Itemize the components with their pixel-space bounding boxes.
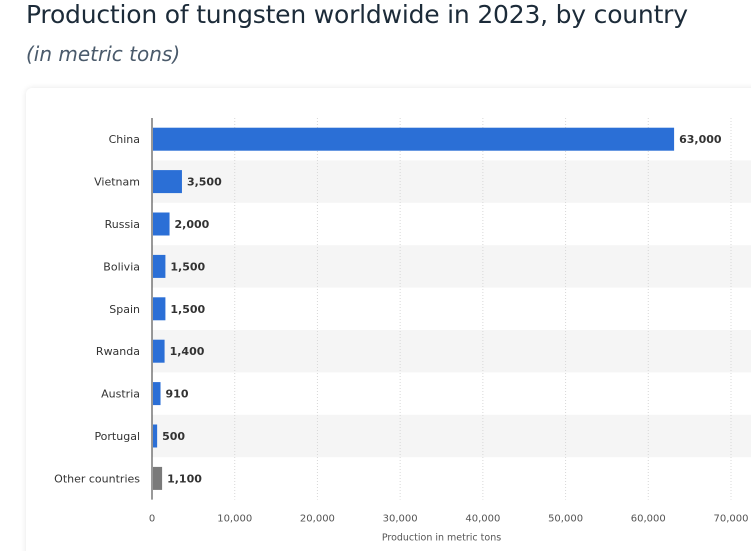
row-stripe bbox=[152, 245, 751, 288]
bar[interactable] bbox=[153, 127, 675, 151]
bar[interactable] bbox=[153, 339, 165, 363]
x-tick-label: 0 bbox=[149, 514, 155, 525]
x-tick-label: 20,000 bbox=[300, 514, 335, 525]
bar[interactable] bbox=[153, 212, 170, 236]
row-stripe bbox=[152, 330, 751, 373]
category-label: Spain bbox=[109, 303, 140, 316]
category-label: Vietnam bbox=[94, 176, 140, 189]
category-label: Russia bbox=[105, 218, 140, 231]
bar[interactable] bbox=[153, 170, 182, 194]
category-label: Austria bbox=[101, 388, 140, 401]
x-tick-label: 40,000 bbox=[465, 514, 500, 525]
data-label: 2,000 bbox=[175, 218, 210, 231]
data-label: 1,100 bbox=[167, 472, 202, 485]
chart-title: Production of tungsten worldwide in 2023… bbox=[26, 0, 688, 29]
bar[interactable] bbox=[153, 382, 161, 406]
bar[interactable] bbox=[153, 424, 158, 448]
data-label: 1,400 bbox=[170, 345, 205, 358]
x-tick-label: 70,000 bbox=[714, 514, 749, 525]
data-label: 910 bbox=[166, 388, 189, 401]
x-axis-title: Production in metric tons bbox=[382, 533, 501, 544]
data-label: 500 bbox=[162, 430, 185, 443]
data-label: 3,500 bbox=[187, 176, 222, 189]
bar[interactable] bbox=[153, 297, 166, 321]
bar[interactable] bbox=[153, 466, 163, 490]
category-label: China bbox=[109, 133, 140, 146]
bar[interactable] bbox=[153, 254, 166, 278]
chart-subtitle: (in metric tons) bbox=[26, 42, 181, 66]
category-label: Portugal bbox=[94, 430, 140, 443]
category-label: Rwanda bbox=[96, 345, 140, 358]
category-label: Bolivia bbox=[103, 260, 140, 273]
data-label: 63,000 bbox=[679, 133, 722, 146]
x-tick-label: 60,000 bbox=[631, 514, 666, 525]
x-tick-label: 50,000 bbox=[548, 514, 583, 525]
data-label: 1,500 bbox=[170, 303, 205, 316]
x-tick-label: 10,000 bbox=[217, 514, 252, 525]
x-tick-label: 30,000 bbox=[383, 514, 418, 525]
category-label: Other countries bbox=[54, 472, 140, 485]
row-stripe bbox=[152, 160, 751, 203]
row-stripe bbox=[152, 414, 751, 458]
data-label: 1,500 bbox=[170, 260, 205, 273]
